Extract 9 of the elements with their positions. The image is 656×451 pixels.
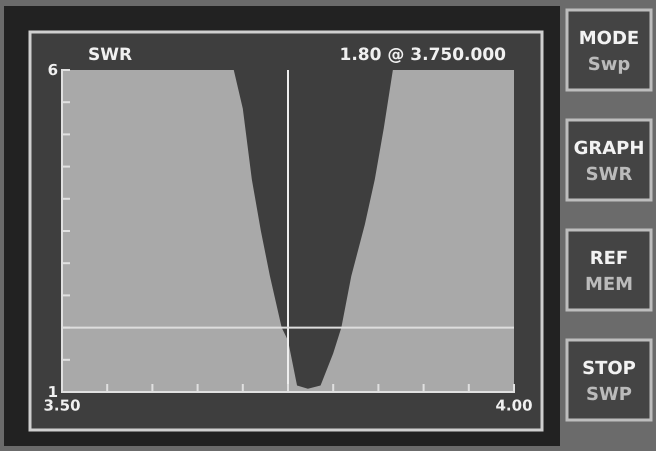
text: MODE Swp — [578, 28, 640, 75]
text: STOP SWP — [582, 358, 636, 405]
y-tick-label: 6 — [48, 60, 58, 79]
text: GRAPH SWR — [574, 138, 644, 185]
ref-line-label: 1.80 @ 3.750.000 — [340, 45, 506, 65]
text: REF MEM — [584, 248, 634, 295]
x-tick-label: 4.00 — [495, 396, 533, 415]
x-tick-label: 3.50 — [43, 396, 81, 415]
chart-title: SWR — [88, 45, 132, 65]
